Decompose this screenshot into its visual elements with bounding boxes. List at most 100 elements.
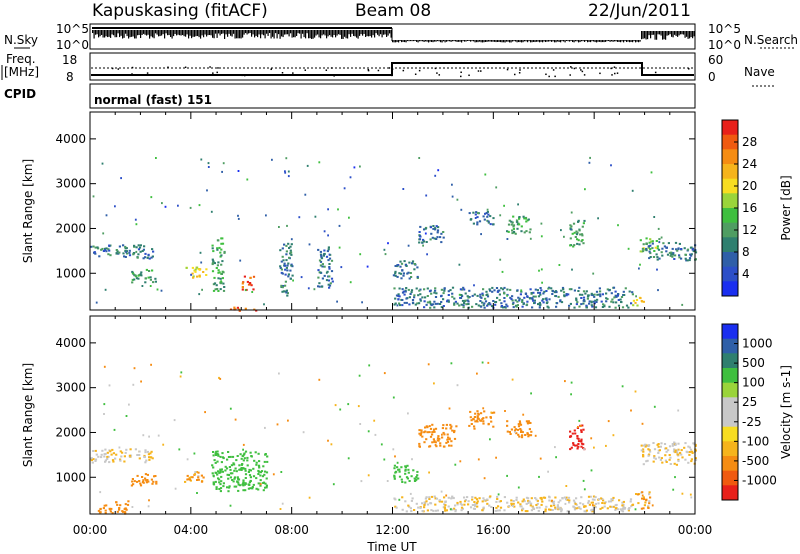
- noise-sample: [672, 31, 674, 38]
- echo-cell: [217, 477, 220, 480]
- echo-cell: [98, 511, 102, 514]
- noise-sample: [587, 40, 589, 43]
- echo-cell: [647, 507, 650, 509]
- echo-cell: [558, 264, 561, 266]
- noise-sample: [644, 31, 646, 39]
- echo-cell: [437, 435, 440, 438]
- noise-sample: [348, 30, 350, 35]
- echo-cell: [442, 445, 446, 448]
- echo-cell: [582, 479, 585, 482]
- echo-cell: [474, 496, 477, 499]
- cpid-text: normal (fast) 151: [94, 93, 212, 107]
- echo-cell: [248, 481, 251, 484]
- echo-cell: [471, 305, 474, 308]
- noise-sample: [323, 30, 325, 35]
- noise-sample: [255, 30, 257, 36]
- echo-cell: [400, 277, 403, 280]
- echo-cell: [140, 274, 143, 277]
- echo-cell: [144, 256, 147, 259]
- echo-cell: [252, 467, 255, 470]
- echo-cell: [486, 498, 489, 501]
- echo-cell: [104, 512, 107, 514]
- echo-cell: [620, 296, 624, 298]
- echo-cell: [399, 260, 402, 263]
- echo-cell: [631, 189, 634, 192]
- echo-cell: [220, 280, 222, 283]
- noise-sample: [560, 40, 562, 43]
- echo-cell: [562, 288, 565, 291]
- echo-cell: [524, 292, 527, 295]
- echo-cell: [591, 504, 594, 507]
- echo-cell: [426, 431, 429, 434]
- echo-cell: [229, 504, 232, 507]
- echo-cell: [288, 256, 291, 259]
- noise-sample: [177, 30, 179, 35]
- echo-cell: [582, 428, 585, 431]
- nave-sample: [388, 67, 391, 69]
- echo-cell: [594, 306, 598, 309]
- echo-cell: [473, 293, 476, 296]
- colorbar-tick-label: 8: [742, 245, 750, 259]
- echo-cell: [523, 231, 526, 234]
- noise-sample: [213, 30, 215, 39]
- echo-cell: [673, 448, 676, 451]
- echo-cell: [423, 288, 426, 291]
- echo-cell: [246, 280, 249, 283]
- echo-cell: [569, 302, 572, 305]
- echo-cell: [591, 305, 594, 308]
- echo-cell: [445, 441, 448, 444]
- echo-cell: [442, 231, 445, 233]
- echo-cell: [590, 292, 593, 295]
- echo-cell: [148, 456, 151, 459]
- echo-cell: [424, 426, 427, 429]
- echo-cell: [474, 217, 477, 219]
- echo-cell: [593, 504, 596, 507]
- echo-cell: [617, 224, 619, 227]
- echo-cell: [200, 261, 203, 264]
- noise-sample: [645, 31, 647, 40]
- echo-cell: [143, 455, 146, 458]
- echo-cell: [242, 443, 245, 446]
- echo-cell: [648, 491, 651, 494]
- echo-cell: [308, 496, 311, 499]
- echo-cell: [575, 444, 578, 447]
- echo-cell: [319, 250, 322, 253]
- echo-cell: [251, 487, 254, 490]
- echo-cell: [621, 510, 625, 513]
- noise-sample: [224, 30, 226, 39]
- noise-sample: [602, 40, 604, 43]
- echo-cell: [463, 302, 466, 304]
- echo-cell: [255, 309, 258, 312]
- echo-cell: [219, 468, 222, 471]
- nave-sample: [519, 69, 521, 71]
- echo-cell: [442, 424, 445, 427]
- echo-cell: [94, 458, 98, 461]
- echo-cell: [636, 493, 639, 496]
- echo-cell: [477, 412, 480, 415]
- echo-cell: [424, 497, 427, 500]
- echo-cell: [214, 288, 217, 291]
- echo-cell: [149, 276, 152, 279]
- noise-sample: [657, 31, 659, 35]
- echo-cell: [419, 506, 422, 509]
- noise-sample: [146, 30, 148, 36]
- echo-cell: [614, 290, 617, 293]
- echo-cell: [398, 498, 401, 501]
- echo-cell: [519, 428, 522, 430]
- noise-sample: [509, 40, 511, 43]
- echo-cell: [237, 483, 240, 486]
- echo-cell: [590, 501, 593, 504]
- echo-cell: [573, 244, 576, 247]
- echo-cell: [451, 508, 454, 511]
- echo-cell: [264, 482, 267, 485]
- echo-cell: [212, 451, 215, 453]
- echo-cell: [248, 474, 252, 477]
- echo-cell: [217, 470, 220, 473]
- noise-sample: [579, 40, 581, 43]
- echo-cell: [543, 290, 546, 293]
- echo-cell: [578, 506, 581, 509]
- echo-cell: [127, 500, 130, 503]
- echo-cell: [462, 304, 465, 307]
- echo-cell: [597, 502, 600, 505]
- noise-sample: [113, 30, 115, 36]
